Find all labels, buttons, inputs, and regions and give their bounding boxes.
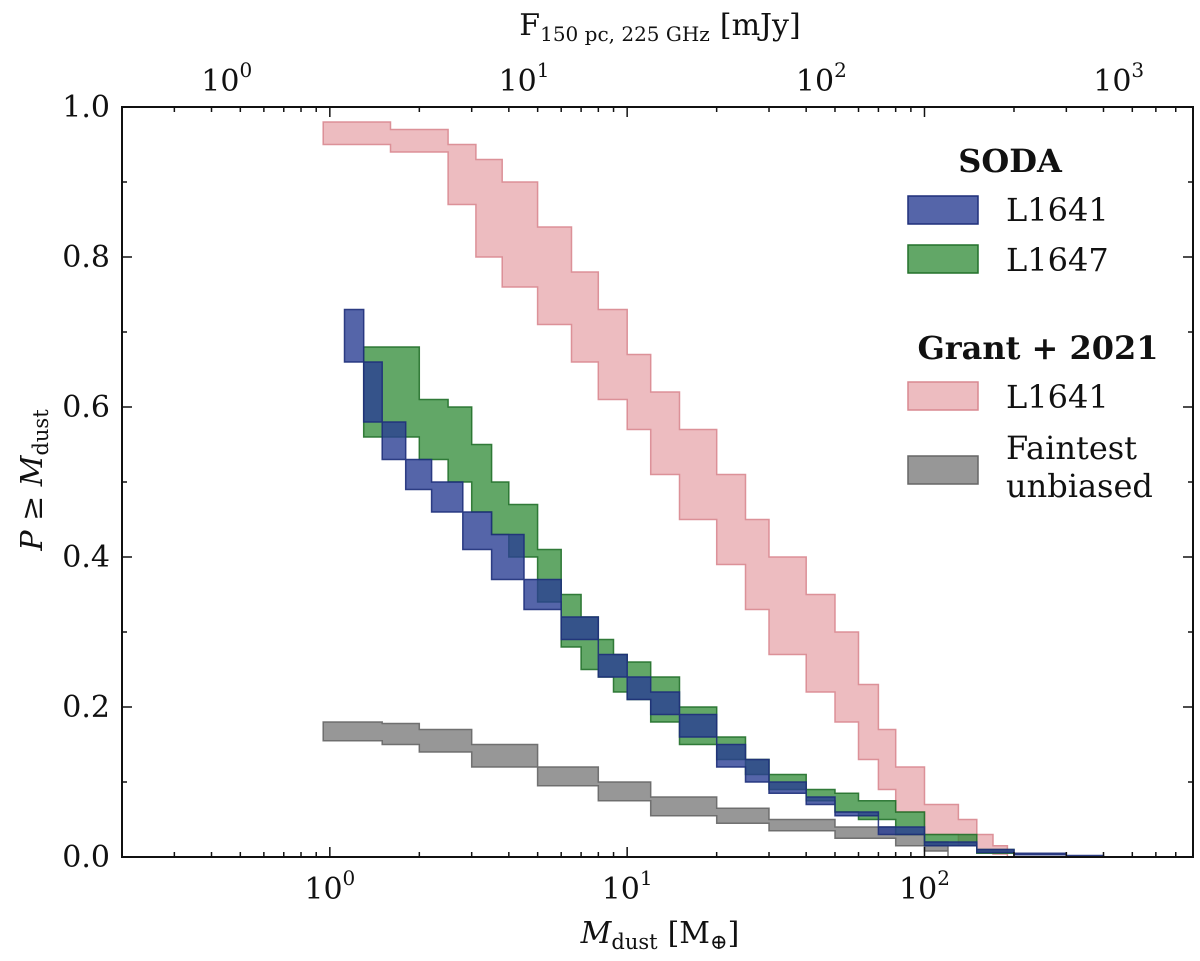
legend-swatch-soda-l1641	[907, 195, 979, 225]
y-tick-label: 0.0	[62, 840, 110, 875]
x-axis-title: Mdust [M⊕]	[580, 916, 740, 954]
top-tick-label: 101	[499, 58, 550, 99]
series-layer	[322, 121, 1105, 858]
band-faintest	[322, 721, 949, 857]
band-soda_l1641	[343, 308, 1105, 858]
legend: SODA L1641 L1647 Grant + 2021 L1641 Fain…	[907, 142, 1159, 505]
x-tick-label: 100	[304, 866, 355, 907]
legend-label-soda-l1647: L1647	[1006, 241, 1109, 279]
legend-title-soda: SODA	[958, 142, 1063, 180]
legend-title-grant: Grant + 2021	[917, 329, 1158, 367]
legend-label-faintest-line1: Faintest	[1006, 429, 1137, 467]
legend-label-faintest-line2: unbiased	[1006, 467, 1153, 505]
y-axis-title: P ≥ Mdust	[15, 409, 53, 552]
y-tick-label: 0.2	[62, 690, 110, 725]
y-tick-label: 1.0	[62, 90, 110, 125]
y-tick-label: 0.6	[62, 390, 110, 425]
legend-swatch-soda-l1647	[907, 244, 979, 274]
y-tick-label: 0.4	[62, 540, 110, 575]
top-tick-label: 102	[796, 58, 847, 99]
legend-swatch-faintest	[907, 455, 979, 485]
y-tick-label: 0.8	[62, 240, 110, 275]
top-axis-title: F150 pc, 225 GHz [mJy]	[519, 8, 800, 46]
top-tick-label: 100	[201, 58, 252, 99]
x-tick-label: 101	[602, 866, 653, 907]
axes-layer: 100 101 102 100 101 102 103 0.0 0.2 0.4 0.6 0.8 1.0	[62, 58, 1194, 907]
x-tick-label: 102	[899, 866, 950, 907]
legend-label-grant-l1641: L1641	[1006, 378, 1109, 416]
legend-swatch-grant-l1641	[907, 381, 979, 411]
top-tick-label: 103	[1093, 58, 1144, 99]
band-grant_l1641	[322, 121, 1009, 857]
legend-label-soda-l1641: L1641	[1006, 191, 1109, 229]
